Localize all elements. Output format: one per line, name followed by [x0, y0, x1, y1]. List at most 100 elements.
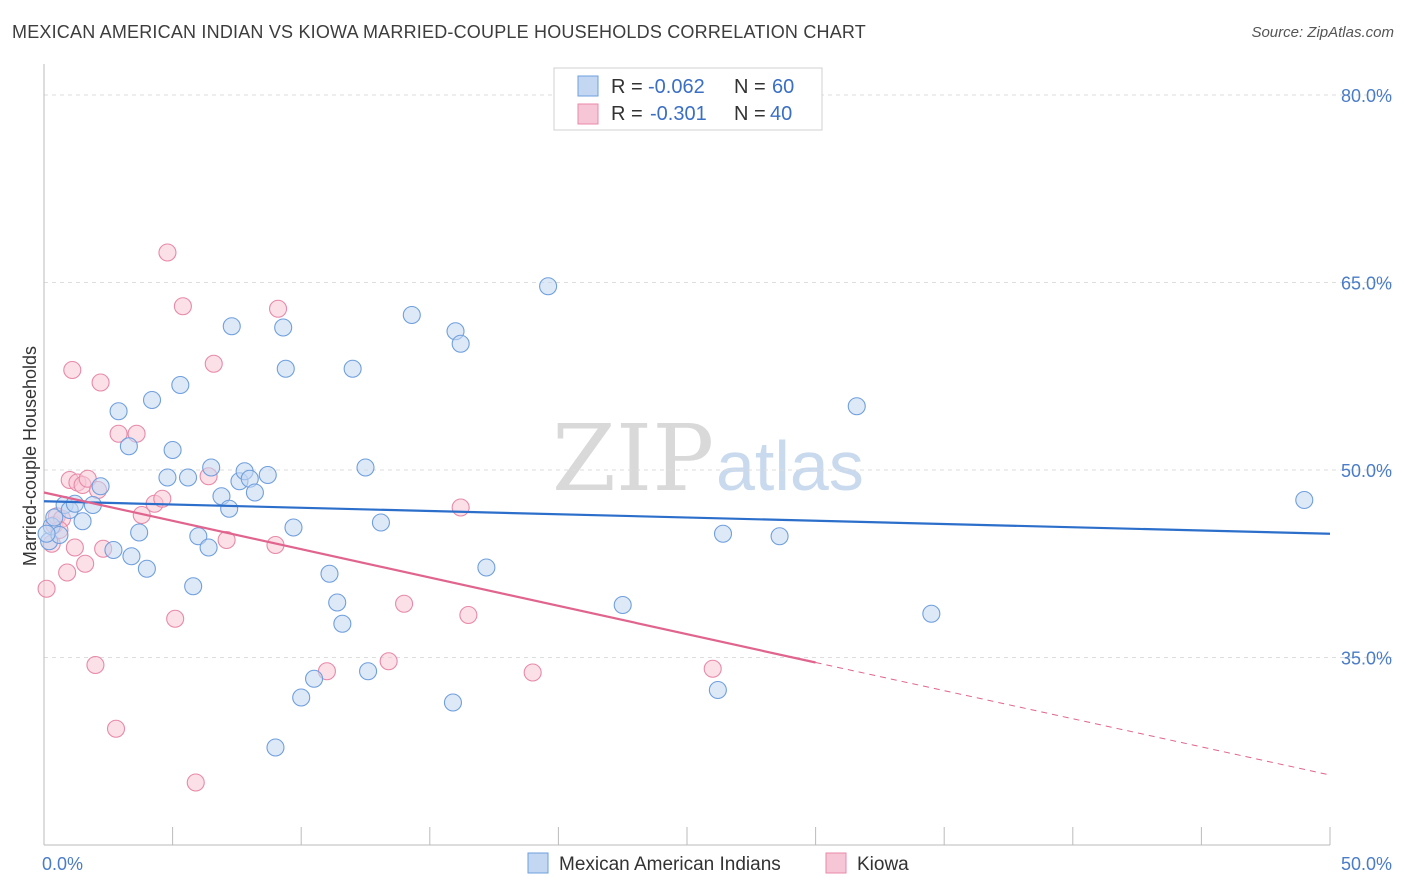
y-tick-labels: 35.0% 50.0% 65.0% 80.0%	[1341, 86, 1392, 669]
point-kiowa-24	[186, 773, 205, 792]
top-legend-box	[553, 67, 823, 131]
point-mexican-american-indians-34	[274, 318, 293, 337]
watermark-zip: ZIP	[552, 405, 714, 512]
point-kiowa-34	[459, 605, 478, 625]
y-tick-label-50: 50.0%	[1341, 461, 1392, 481]
point-mexican-american-indians-51	[539, 277, 558, 296]
bottom-legend-label-blue: Mexican American Indians	[559, 854, 781, 875]
point-mexican-american-indians-33	[266, 738, 285, 757]
point-mexican-american-indians-22	[189, 527, 208, 546]
legend-swatch-pink	[577, 103, 599, 125]
bottom-legend-label-pink: Kiowa	[857, 854, 909, 875]
x-tick-label-max: 50.0%	[1341, 854, 1392, 874]
legend-r-label-blue: R =	[611, 76, 643, 98]
point-kiowa-6	[65, 538, 84, 557]
legend-n-label-blue: N =	[734, 76, 766, 98]
point-mexican-american-indians-49	[451, 334, 470, 353]
point-mexican-american-indians-56	[847, 397, 866, 416]
bottom-legend-swatch-blue	[527, 852, 549, 874]
point-kiowa-36	[703, 659, 722, 678]
point-mexican-american-indians-45	[371, 513, 390, 532]
point-kiowa-20	[153, 489, 172, 508]
point-mexican-american-indians-26	[220, 499, 239, 518]
point-kiowa-27	[217, 530, 236, 550]
trend-lines	[43, 491, 1331, 776]
point-mexican-american-indians-12	[119, 437, 138, 456]
point-mexican-american-indians-41	[333, 614, 352, 633]
chart-source: Source: ZipAtlas.com	[1251, 24, 1394, 41]
point-kiowa-11	[86, 655, 105, 675]
point-mexican-american-indians-23	[199, 538, 218, 557]
axes	[43, 64, 1331, 846]
y-tick-label-35: 35.0%	[1341, 649, 1392, 669]
bottom-legend: Mexican American Indians Kiowa	[527, 852, 909, 875]
point-mexican-american-indians-35	[276, 359, 295, 378]
point-mexican-american-indians-37	[292, 688, 311, 707]
point-kiowa-15	[106, 719, 126, 738]
point-mexican-american-indians-59	[37, 524, 56, 543]
point-mexican-american-indians-50	[477, 558, 496, 577]
series-mexican-american-indians	[37, 277, 1314, 757]
point-kiowa-37	[63, 360, 82, 380]
point-mexican-american-indians-39	[320, 564, 339, 583]
point-mexican-american-indians-31	[245, 483, 264, 502]
point-mexican-american-indians-38	[305, 669, 324, 688]
point-kiowa-16	[109, 424, 128, 443]
x-tick-labels: 0.0% 50.0%	[42, 854, 1392, 874]
point-kiowa-4	[58, 563, 77, 582]
point-mexican-american-indians-19	[171, 375, 190, 395]
point-kiowa-33	[451, 498, 470, 517]
point-mexican-american-indians-9	[91, 477, 110, 496]
point-kiowa-23	[173, 297, 192, 316]
point-mexican-american-indians-52	[613, 595, 632, 615]
point-mexican-american-indians-14	[130, 523, 149, 542]
trend-line-kiowa-extrapolated	[815, 662, 1331, 776]
point-mexican-american-indians-11	[109, 402, 128, 421]
point-mexican-american-indians-58	[1295, 490, 1314, 510]
legend-n-value-blue: 60	[772, 76, 794, 98]
point-mexican-american-indians-44	[359, 662, 378, 681]
y-tick-label-65: 65.0%	[1341, 274, 1392, 294]
chart-title: MEXICAN AMERICAN INDIAN VS KIOWA MARRIED…	[12, 22, 866, 42]
point-kiowa-21	[158, 243, 177, 262]
point-mexican-american-indians-24	[202, 458, 221, 477]
y-tick-label-80: 80.0%	[1341, 86, 1392, 106]
point-mexican-american-indians-57	[922, 604, 941, 623]
point-mexican-american-indians-43	[356, 458, 375, 477]
legend-n-value-pink: 40	[770, 103, 792, 125]
point-mexican-american-indians-10	[104, 540, 123, 560]
point-mexican-american-indians-15	[137, 559, 156, 578]
point-mexican-american-indians-17	[158, 468, 177, 487]
point-kiowa-9	[76, 554, 95, 573]
point-mexican-american-indians-2	[45, 508, 64, 527]
point-mexican-american-indians-13	[122, 547, 141, 566]
point-mexican-american-indians-21	[184, 577, 203, 596]
watermark-atlas: atlas	[716, 427, 864, 505]
point-kiowa-29	[269, 299, 288, 318]
point-kiowa-31	[379, 652, 398, 671]
x-tick-label-min: 0.0%	[42, 854, 83, 874]
point-mexican-american-indians-54	[713, 524, 733, 543]
legend-r-value-pink: -0.301	[650, 103, 707, 125]
point-mexican-american-indians-47	[443, 693, 462, 712]
point-mexican-american-indians-40	[328, 593, 347, 612]
point-kiowa-32	[395, 594, 414, 613]
point-mexican-american-indians-7	[73, 512, 92, 531]
point-mexican-american-indians-55	[770, 527, 789, 546]
point-mexican-american-indians-27	[222, 317, 241, 336]
legend-r-label-pink: R =	[611, 103, 643, 125]
point-kiowa-22	[166, 609, 185, 628]
point-mexican-american-indians-46	[402, 305, 421, 325]
point-mexican-american-indians-42	[343, 359, 362, 378]
point-mexican-american-indians-18	[163, 440, 182, 460]
point-kiowa-0	[37, 579, 56, 598]
legend-swatch-blue	[577, 75, 599, 97]
point-mexican-american-indians-32	[258, 465, 277, 485]
trend-line-mexican-american-indians	[43, 500, 1331, 535]
point-kiowa-26	[204, 354, 223, 373]
point-kiowa-35	[523, 663, 542, 682]
top-legend: R = -0.062 N = 60 R = -0.301 N = 40	[553, 67, 823, 131]
grid-lines	[44, 94, 1394, 658]
point-mexican-american-indians-36	[284, 518, 303, 537]
